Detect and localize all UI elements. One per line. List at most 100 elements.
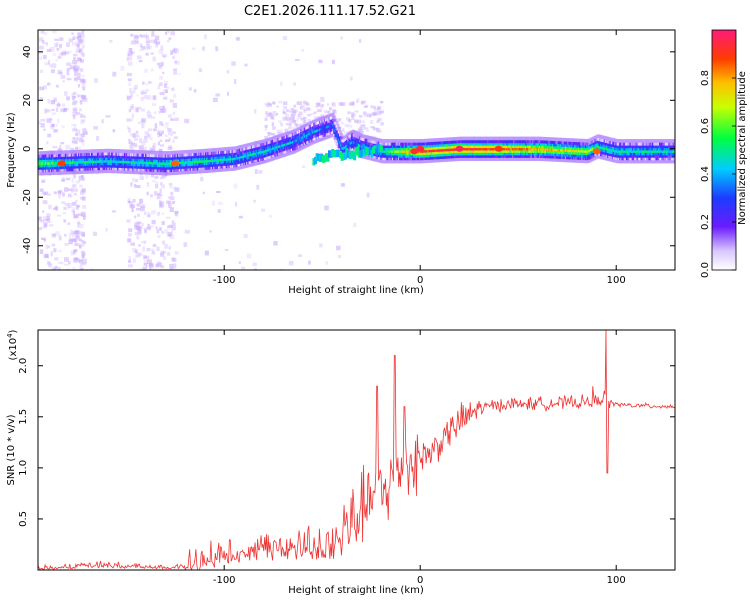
spectrogram-noise-cell (192, 47, 196, 51)
spectrogram-noise-cell (137, 135, 140, 138)
spectrogram-noise-cell (264, 124, 268, 129)
spectrogram-noise-cell (157, 262, 162, 267)
spectrogram-noise-cell (171, 220, 175, 224)
spectrogram-noise-cell (355, 121, 359, 124)
spectrogram-noise-cell (256, 184, 260, 190)
spectrogram-noise-cell (302, 121, 306, 125)
spectrogram-noise-cell (158, 65, 162, 69)
spectrogram-noise-cell (68, 240, 73, 245)
spectrogram-noise-cell (133, 215, 137, 219)
spectrogram-noise-cell (81, 74, 86, 78)
spectrogram-noise-cell (173, 70, 178, 75)
spectrogram-noise-cell (162, 89, 168, 93)
spectrogram-noise-cell (148, 80, 151, 84)
spectrogram-noise-cell (71, 123, 75, 127)
spectrogram-noise-cell (357, 119, 361, 124)
spectrogram-noise-cell (65, 42, 70, 47)
spectrogram-noise-cell (56, 49, 59, 52)
spectrogram-noise-cell (48, 204, 52, 210)
spectrogram-noise-cell (41, 39, 45, 44)
spectrogram-noise-cell (77, 222, 81, 225)
spectrogram-noise-cell (46, 141, 49, 145)
spectrogram-noise-cell (151, 103, 157, 107)
spectrogram-noise-cell (320, 114, 325, 118)
spectrogram-noise-cell (152, 56, 156, 62)
spectrogram-noise-cell (134, 232, 138, 236)
spectrogram-noise-cell (72, 238, 77, 241)
spectrogram-noise-cell (76, 132, 82, 137)
spectrogram-noise-cell (58, 249, 62, 253)
spectrogram-noise-cell (72, 183, 77, 188)
spectrogram-noise-cell (60, 74, 66, 79)
spectrogram-noise-cell (112, 71, 117, 77)
spectrogram-noise-cell (81, 253, 85, 259)
spectrogram-noise-cell (130, 142, 135, 146)
spectrogram-noise-cell (168, 145, 172, 148)
spectrogram-noise-cell (168, 37, 172, 40)
spectrogram-noise-cell (41, 180, 45, 183)
spectrogram-noise-cell (158, 49, 163, 55)
spectrogram-noise-cell (144, 211, 147, 216)
spectrogram-noise-cell (370, 126, 375, 129)
spectrogram-noise-cell (139, 43, 143, 48)
spectrogram-noise-cell (66, 68, 70, 71)
spectrogram-noise-cell (159, 82, 163, 87)
spectrogram-noise-cell (282, 36, 288, 41)
spectrogram-noise-cell (39, 188, 44, 192)
spectrogram-noise-cell (140, 120, 146, 124)
spectrogram-noise-cell (53, 191, 58, 194)
spectrogram-noise-cell (147, 114, 153, 119)
spectrogram-noise-cell (363, 105, 368, 109)
spectrogram-noise-cell (74, 230, 80, 234)
spectrogram-noise-cell (151, 116, 156, 119)
spectrogram-noise-cell (54, 38, 59, 41)
spectrogram-noise-cell (244, 63, 248, 67)
spectrogram-noise-cell (59, 44, 62, 48)
spectrogram-noise-cell (143, 94, 148, 99)
spectrogram-noise-cell (140, 108, 146, 112)
spectrogram-noise-cell (233, 183, 238, 189)
spectrogram-noise-cell (46, 118, 52, 123)
spectrogram-noise-cell (39, 97, 44, 101)
spectrogram-noise-cell (167, 232, 172, 237)
spectrogram-noise-cell (306, 102, 310, 106)
spectrogram-noise-cell (254, 169, 258, 175)
spectrogram-noise-cell (128, 264, 133, 268)
spectrogram-noise-cell (166, 39, 170, 43)
spectrogram-noise-cell (147, 211, 151, 217)
spectrogram-noise-cell (136, 207, 141, 211)
spectrogram-noise-cell (81, 188, 86, 194)
spectrogram-noise-cell (44, 42, 48, 45)
spectrogram-noise-cell (184, 118, 190, 124)
spectrogram-noise-cell (155, 43, 158, 48)
spectrogram-noise-cell (128, 228, 133, 233)
spectrogram-noise-cell (75, 260, 81, 263)
figure-title: C2E1.2026.111.17.52.G21 (244, 4, 416, 19)
spectrogram-noise-cell (127, 53, 130, 57)
spectrogram-noise-cell (294, 124, 298, 127)
spectrogram-noise-cell (290, 113, 296, 117)
spectrogram-noise-cell (337, 255, 342, 259)
spectrogram-noise-cell (310, 112, 314, 116)
spectrogram-noise-cell (146, 134, 150, 139)
spectrogram-noise-cell (80, 240, 85, 243)
spectrogram-noise-cell (172, 102, 178, 108)
spectrogram-noise-cell (42, 85, 47, 90)
spectrogram-noise-cell (56, 214, 62, 217)
spectrogram-noise-cell (347, 111, 351, 115)
spectrogram-noise-cell (234, 79, 237, 84)
spectrogram-noise-cell (155, 225, 158, 229)
spectrogram-noise-cell (156, 193, 160, 198)
spectrogram-noise-cell (174, 210, 179, 214)
spectrogram-noise-cell (341, 121, 344, 125)
spectrogram-noise-cell (74, 215, 80, 218)
spectrogram-noise-cell (147, 255, 150, 261)
spectrogram-noise-cell (57, 148, 63, 152)
spectrogram-noise-cell (169, 207, 174, 213)
spectrogram-noise-cell (280, 81, 283, 86)
spectrogram-noise-cell (79, 245, 82, 249)
spectrogram-noise-cell (265, 111, 268, 115)
spectrogram-noise-cell (105, 228, 108, 232)
spectrogram-noise-cell (372, 126, 376, 131)
spectrogram-noise-cell (161, 184, 165, 189)
